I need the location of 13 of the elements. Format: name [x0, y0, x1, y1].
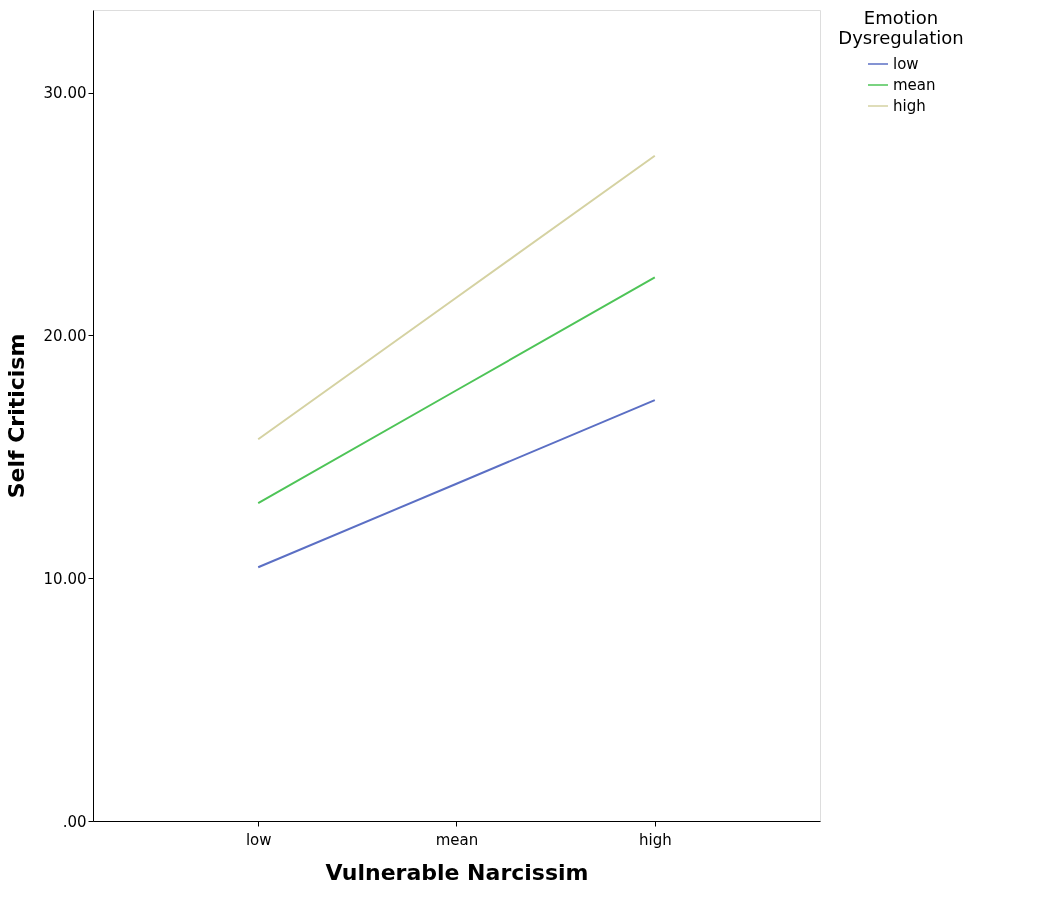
x-tick-label: low	[245, 830, 272, 849]
legend-label: high	[893, 97, 926, 115]
y-tick-label: 30.00	[43, 84, 87, 103]
legend-title: Emotion Dysregulation	[838, 7, 964, 48]
y-axis-title: Self Criticism	[3, 333, 29, 499]
y-tick-label: 20.00	[43, 326, 87, 345]
x-tick-label: mean	[435, 830, 479, 849]
x-axis-title: Vulnerable Narcissim	[325, 859, 589, 885]
legend-label: mean	[893, 76, 936, 94]
x-tick-label: high	[638, 830, 672, 849]
legend-label: low	[893, 55, 919, 73]
y-tick-label: 10.00	[43, 569, 87, 588]
y-tick-label: .00	[62, 812, 87, 831]
